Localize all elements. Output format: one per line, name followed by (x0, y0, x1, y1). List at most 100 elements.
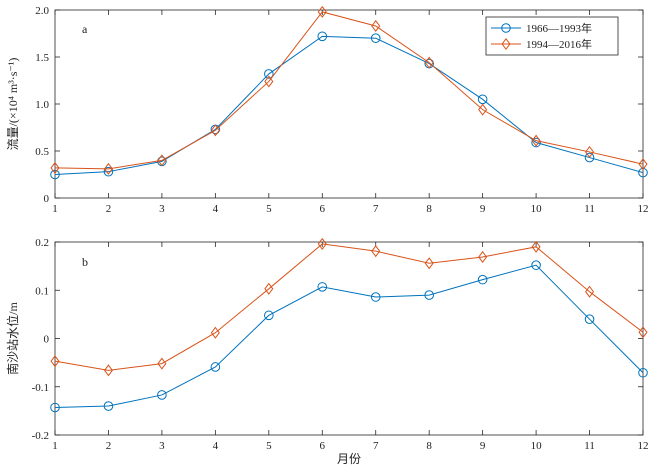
data-point-diamond (424, 56, 434, 69)
data-point-circle (531, 137, 541, 148)
data-point-circle (317, 282, 328, 292)
y-tick-label: 0.1 (35, 285, 49, 297)
data-point-circle (584, 314, 595, 325)
data-point-diamond (531, 134, 541, 147)
y-tick-label: -0.2 (32, 430, 49, 442)
data-point-diamond (210, 124, 220, 137)
data-point-diamond (371, 245, 381, 258)
x-tick-label: 11 (584, 203, 595, 215)
x-tick-label: 9 (480, 440, 486, 452)
x-tick-label: 6 (320, 440, 326, 452)
data-point-diamond (478, 250, 488, 263)
x-tick-label: 6 (320, 203, 326, 215)
x-tick-label: 7 (373, 440, 379, 452)
y-tick-label: 0 (44, 334, 50, 346)
series-1 (50, 260, 648, 413)
data-point-circle (317, 31, 328, 42)
data-point-circle (264, 310, 274, 321)
series-2 (50, 237, 648, 377)
data-point-circle (424, 290, 434, 300)
data-point-circle (370, 292, 381, 302)
data-point-circle (370, 33, 381, 44)
y-tick-label: 0.2 (35, 237, 49, 249)
data-point-diamond (157, 154, 167, 167)
legend-marker-circle (501, 23, 511, 33)
data-point-diamond (264, 282, 274, 295)
data-point-circle (584, 152, 595, 163)
panel-letter: b (82, 255, 88, 269)
y-axis: 0 0.5 1.0 1.5 2.0 (35, 5, 643, 205)
data-point-circle (103, 401, 114, 411)
data-point-diamond (424, 257, 434, 270)
data-point-diamond (371, 19, 381, 33)
y-tick-label: 2.0 (35, 5, 49, 17)
y-axis-label: 南沙站水位/m (5, 302, 20, 375)
x-tick-label: 12 (638, 440, 649, 452)
y-tick-label: 1.0 (35, 99, 49, 111)
x-tick-label: 4 (213, 440, 219, 452)
x-tick-label: 5 (266, 203, 272, 215)
data-point-diamond (585, 285, 595, 298)
y-tick-label: -0.1 (32, 382, 49, 394)
x-tick-label: 9 (480, 203, 486, 215)
series-line (54, 264, 644, 408)
data-point-circle (264, 69, 274, 79)
series-line (54, 11, 644, 170)
data-point-circle (50, 402, 60, 413)
x-axis-label: 月份 (337, 452, 361, 466)
y-tick-label: 0.5 (35, 146, 49, 158)
x-tick-label: 8 (426, 440, 432, 452)
x-tick-label: 10 (531, 203, 543, 215)
data-point-diamond (210, 326, 220, 339)
legend-marker-diamond (501, 37, 511, 51)
data-point-circle (477, 94, 488, 105)
data-point-circle (50, 169, 60, 180)
x-tick-label: 2 (106, 203, 112, 215)
x-tick-label: 5 (266, 440, 272, 452)
legend-box (485, 16, 619, 56)
data-point-diamond (264, 75, 274, 88)
data-point-circle (103, 166, 114, 177)
x-tick-label: 3 (159, 203, 165, 215)
y-tick-label: 1.5 (35, 52, 49, 64)
data-point-circle (157, 390, 167, 400)
legend-label: 1994—2016年 (526, 37, 592, 51)
plot-frame (54, 241, 644, 436)
x-tick-label: 1 (52, 440, 58, 452)
panel-letter: a (82, 22, 88, 36)
data-point-diamond (50, 161, 60, 174)
x-tick-label: 10 (531, 440, 543, 452)
legend: 1966—1993年 1994—2016年 (485, 16, 619, 56)
x-tick-label: 12 (638, 203, 649, 215)
y-axis: -0.2 -0.1 0 0.1 0.2 (32, 237, 643, 442)
x-tick-label: 4 (213, 203, 219, 215)
x-tick-label: 2 (106, 440, 112, 452)
data-point-circle (210, 362, 221, 372)
x-axis: 1 2 3 4 5 6 7 8 9 10 11 12 (52, 10, 649, 215)
data-point-diamond (638, 326, 648, 339)
data-point-diamond (317, 5, 327, 18)
x-tick-label: 1 (52, 203, 58, 215)
series-line (54, 243, 644, 371)
data-point-diamond (50, 355, 60, 368)
series-2 (50, 5, 648, 175)
series-1 (50, 31, 648, 180)
data-point-diamond (531, 240, 541, 253)
y-axis-label: 流量/(×10⁴ m³·s⁻¹) (6, 58, 20, 151)
x-tick-label: 7 (373, 203, 379, 215)
data-point-diamond (103, 162, 113, 175)
data-point-circle (531, 260, 541, 270)
legend-label: 1966—1993年 (526, 21, 592, 35)
data-point-diamond (317, 237, 327, 250)
x-tick-label: 11 (584, 440, 595, 452)
y-tick-label: 0 (44, 193, 50, 205)
x-axis: 1 2 3 4 5 6 7 8 9 10 11 12 (52, 242, 649, 452)
data-point-diamond (157, 357, 167, 370)
data-point-circle (638, 367, 648, 378)
x-tick-label: 8 (426, 203, 432, 215)
data-point-diamond (103, 364, 113, 377)
